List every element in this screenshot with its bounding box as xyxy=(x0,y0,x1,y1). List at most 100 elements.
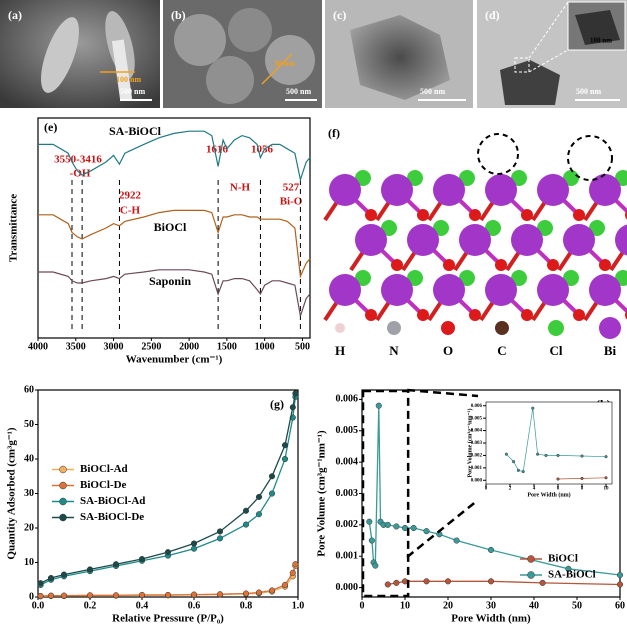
plot-frame xyxy=(37,389,299,598)
point xyxy=(444,578,452,585)
atom-cl xyxy=(459,170,475,186)
point xyxy=(487,578,495,585)
point xyxy=(112,592,120,599)
point xyxy=(616,581,624,588)
point xyxy=(86,592,94,599)
x-tick-label: 0 xyxy=(360,600,365,611)
atom-bi xyxy=(537,274,569,306)
point xyxy=(410,524,417,532)
point xyxy=(580,454,584,458)
series-label: Saponin xyxy=(149,274,191,288)
annotation: N-H xyxy=(230,182,251,194)
atom-cl xyxy=(537,220,553,236)
scale-bar-label: 500 nm xyxy=(420,87,445,96)
zoom-box xyxy=(361,389,410,598)
point xyxy=(512,460,516,464)
point xyxy=(544,453,548,457)
point xyxy=(516,468,520,472)
x-tick-label: 10 xyxy=(604,487,610,492)
atom-bi xyxy=(589,174,621,206)
legend-label: BiOCl-Ad xyxy=(80,463,128,475)
atom-bi xyxy=(433,274,465,306)
point xyxy=(47,574,55,582)
atom-bi xyxy=(329,274,361,306)
point xyxy=(372,562,379,569)
panel-label: (f) xyxy=(328,126,340,140)
x-tick-label: 1500 xyxy=(217,341,237,352)
atom-cl xyxy=(511,170,527,186)
image-a xyxy=(0,0,160,108)
x-tick-label: 8 xyxy=(581,487,584,492)
atom-bi xyxy=(329,174,361,206)
x-tick-label: 3500 xyxy=(66,341,86,352)
plot-frame xyxy=(37,117,311,339)
y-tick-label: 0 xyxy=(29,591,34,602)
legend-label: Bi xyxy=(604,343,617,358)
y-tick-label: 60 xyxy=(24,384,34,395)
x-tick-label: 2500 xyxy=(141,341,161,352)
x-axis-label: Relative Pressure (P/P₀) xyxy=(112,613,224,625)
legend-label: N xyxy=(389,343,399,358)
annotation: 1616 xyxy=(206,144,229,156)
y-axis-label: Transmittance xyxy=(8,194,20,262)
atom-o xyxy=(599,259,611,271)
panel-label: (d) xyxy=(485,8,500,22)
legend-label: SA-BiOCl-De xyxy=(80,511,144,523)
x-tick-label: 3000 xyxy=(104,341,124,352)
point xyxy=(190,591,198,598)
x-tick-label: 6 xyxy=(557,487,560,492)
legend-atom xyxy=(387,321,401,335)
point xyxy=(423,578,430,585)
y-tick-label: 20 xyxy=(24,522,34,533)
x-tick-label: 0.4 xyxy=(136,600,149,611)
series-line xyxy=(506,408,607,473)
x-tick-label: 0.8 xyxy=(240,600,253,611)
bond xyxy=(609,242,627,272)
atom-bi xyxy=(355,224,387,256)
atom-bi xyxy=(407,224,439,256)
legend-label: C xyxy=(497,343,506,358)
series-line xyxy=(387,580,621,586)
legend-atom xyxy=(599,317,621,339)
y-tick-label: 0.003 xyxy=(471,441,483,446)
annotation: Bi-O xyxy=(280,196,303,208)
image-b xyxy=(163,0,322,108)
series-label: SA-BiOCl xyxy=(109,124,162,138)
legend-marker xyxy=(59,497,67,506)
atom-bi xyxy=(459,224,491,256)
atom-bi xyxy=(433,174,465,206)
atom-cl xyxy=(355,170,371,186)
y-tick-label: 50 xyxy=(24,419,34,430)
atom-cl xyxy=(563,270,579,286)
y-tick-label: 40 xyxy=(24,453,34,464)
atom-cl xyxy=(511,270,527,286)
point xyxy=(268,587,276,594)
legend-label: H xyxy=(335,343,345,358)
legend-label: BiOCl-De xyxy=(80,479,127,491)
plot-frame xyxy=(485,401,613,485)
x-tick-label: 4 xyxy=(533,487,536,492)
point xyxy=(604,476,608,480)
point xyxy=(580,476,584,480)
point xyxy=(616,571,624,579)
point xyxy=(112,561,120,568)
atom-cl xyxy=(433,220,449,236)
point xyxy=(539,579,546,586)
scale-bar-label: 500 nm xyxy=(576,87,601,96)
point xyxy=(242,590,250,597)
scale-bar-label: 30 nm xyxy=(274,59,295,68)
atom-cl xyxy=(459,270,475,286)
annotations: 3550-3416 -OH 2922 C-H 1616 N-H 1056 527… xyxy=(54,144,303,217)
atom-o xyxy=(573,309,585,321)
x-axis-label: Pore Width (nm) xyxy=(527,491,570,498)
y-tick-label: 0.001 xyxy=(471,466,483,471)
atom-o xyxy=(495,259,507,271)
y-tick-label: 0.006 xyxy=(471,404,483,409)
highlight xyxy=(477,133,519,175)
point xyxy=(255,589,263,596)
x-axis-label: Wavenumber (cm⁻¹) xyxy=(126,354,223,366)
crystal-structure xyxy=(323,133,627,322)
series-label: BiOCl xyxy=(154,220,187,234)
atom-o xyxy=(417,309,429,321)
y-tick-label: 0.005 xyxy=(471,416,483,421)
